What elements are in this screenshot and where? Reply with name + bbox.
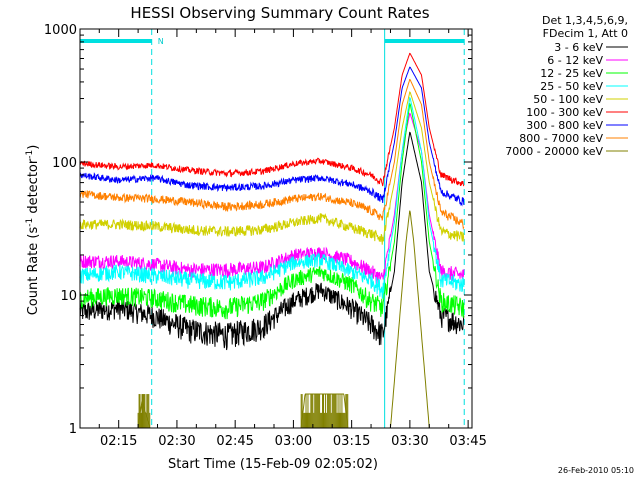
flag-label: N: [158, 37, 164, 46]
legend-title-line-1: Det 1,3,4,5,6,9,: [542, 14, 628, 27]
legend-label: 50 - 100 keV: [533, 93, 603, 106]
y-axis-label-part: Count Rate (s: [26, 227, 41, 316]
y-tick-label: 1000: [44, 23, 77, 38]
legend-label: 300 - 800 keV: [526, 119, 603, 132]
series-line: [79, 102, 465, 320]
y-axis-label-part: -1: [25, 218, 35, 227]
series-line: [79, 96, 465, 300]
legend-label: 12 - 25 keV: [540, 67, 603, 80]
legend-label: 100 - 300 keV: [526, 106, 603, 119]
x-tick-label: 02:15: [100, 434, 137, 449]
legend-label: 25 - 50 keV: [540, 80, 603, 93]
x-tick-label: 02:30: [158, 434, 195, 449]
interval-markers: [151, 29, 465, 428]
legend-label: 6 - 12 keV: [547, 54, 603, 67]
series-layer: [79, 52, 465, 429]
x-axis-ticks: 02:15 02:30 02:45 03:00 03:15 03:30 03:45: [98, 29, 487, 449]
series-line: [79, 91, 465, 245]
legend-title-line-2: FDecim 1, Att 0: [543, 27, 628, 40]
timestamp: 26-Feb-2010 05:10: [558, 466, 634, 475]
y-axis-label: Count Rate (s-1 detector-1): [25, 145, 41, 316]
series-line: [79, 66, 465, 207]
y-tick-label: 100: [52, 156, 77, 171]
x-tick-label: 02:45: [216, 434, 253, 449]
legend: Det 1,3,4,5,6,9, FDecim 1, Att 0 3 - 6 k…: [505, 14, 628, 158]
legend-label: 7000 - 20000 keV: [505, 145, 603, 158]
y-axis-ticks: 1 10 100 1000: [44, 23, 472, 437]
x-tick-label: 03:15: [333, 434, 370, 449]
y-axis-label-part: ): [26, 145, 41, 150]
series-line: [79, 78, 465, 230]
y-axis-label-part: -1: [25, 150, 35, 159]
series-line: [79, 131, 465, 351]
x-tick-label: 03:30: [391, 434, 428, 449]
x-tick-label: 03:45: [449, 434, 486, 449]
legend-label: 800 - 7000 keV: [519, 132, 603, 145]
x-tick-label: 03:00: [275, 434, 312, 449]
plot-frame: [79, 28, 473, 429]
series-line: [79, 52, 465, 187]
x-axis-label: Start Time (15-Feb-09 02:05:02): [168, 457, 378, 472]
y-axis-label-part: detector: [26, 158, 41, 218]
chart-title: HESSI Observing Summary Count Rates: [130, 4, 429, 22]
legend-label: 3 - 6 keV: [554, 41, 603, 54]
y-tick-label: 1: [69, 422, 77, 437]
series-line: [79, 112, 465, 285]
y-tick-label: 10: [60, 289, 77, 304]
